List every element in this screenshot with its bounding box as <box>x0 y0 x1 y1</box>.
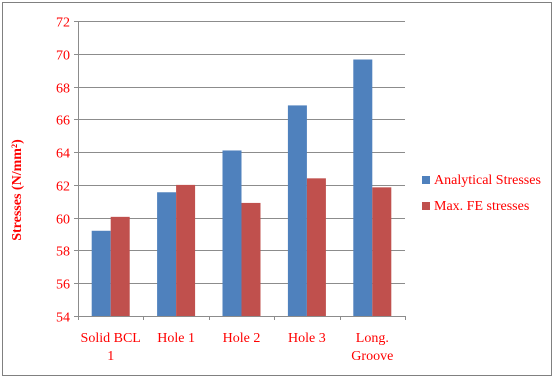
x-tick-label: Solid BCL 1 <box>81 331 141 364</box>
legend-label-analytical: Analytical Stresses <box>434 173 541 188</box>
y-axis-label: Stresses (N/mm²) <box>10 139 25 241</box>
x-tick-label-line: Hole 1 <box>157 331 195 346</box>
legend-swatch-max-fe <box>422 202 430 210</box>
y-tick-label: 58 <box>56 245 70 260</box>
x-tick-label-line: Long. <box>356 331 389 346</box>
y-tick-label: 60 <box>56 213 70 228</box>
y-tick-label: 66 <box>56 114 70 129</box>
bar-max-fe-1 <box>176 184 196 316</box>
x-tick-label: Hole 1 <box>157 331 195 346</box>
y-tick-labels: 54 56 58 60 62 64 66 68 70 72 <box>56 16 70 326</box>
bar-analytical-4 <box>353 59 373 317</box>
legend: Analytical Stresses Max. FE stresses <box>422 173 541 214</box>
x-tick-label-line: Hole 3 <box>288 331 326 346</box>
bar-analytical-3 <box>287 105 307 317</box>
x-tick-labels: Solid BCL 1 Hole 1 Hole 2 Hole 3 Long. Groove <box>81 331 394 364</box>
x-tick-label: Long. Groove <box>351 331 393 364</box>
axes <box>74 21 406 320</box>
x-tick-label: Hole 2 <box>223 331 261 346</box>
bar-analytical-1 <box>157 192 177 316</box>
x-tick-label-line: Hole 2 <box>223 331 261 346</box>
y-tick-label: 72 <box>56 16 70 31</box>
x-tick-label: Hole 3 <box>288 331 326 346</box>
bar-max-fe-0 <box>110 216 130 316</box>
chart-frame <box>2 2 552 376</box>
y-tick-label: 54 <box>56 311 70 326</box>
legend-swatch-analytical <box>422 176 430 184</box>
x-tick-label-line: Solid BCL <box>81 331 141 346</box>
legend-label-max-fe: Max. FE stresses <box>434 199 529 214</box>
bar-max-fe-4 <box>372 187 392 316</box>
x-tick-label-line: Groove <box>351 349 393 364</box>
y-tick-label: 56 <box>56 278 70 293</box>
bar-analytical-0 <box>91 230 111 316</box>
x-tick-label-line: 1 <box>107 349 114 364</box>
y-tick-label: 62 <box>56 180 70 195</box>
y-tick-label: 68 <box>56 82 70 97</box>
bar-analytical-2 <box>222 150 242 316</box>
y-tick-label: 64 <box>56 147 70 162</box>
bar-max-fe-2 <box>241 202 261 316</box>
bars <box>91 59 392 317</box>
bar-max-fe-3 <box>306 178 326 316</box>
y-tick-label: 70 <box>56 49 70 64</box>
